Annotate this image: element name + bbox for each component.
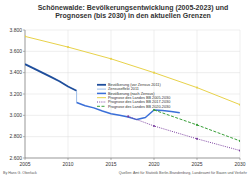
x-grid-line <box>25 30 26 158</box>
series-point <box>239 104 240 106</box>
y-tick-label: 3.400 <box>9 69 22 75</box>
plot-data <box>25 35 240 151</box>
series-line <box>77 103 180 120</box>
series-point <box>239 149 240 151</box>
x-tick-label: 2030 <box>234 161 245 167</box>
series-point <box>153 72 155 74</box>
series-point <box>153 125 155 127</box>
y-tick-label: 2.800 <box>9 133 22 139</box>
series-line <box>25 36 240 104</box>
y-axis <box>25 30 26 158</box>
y-grid-line <box>25 72 240 73</box>
y-tick-label: 3.200 <box>9 91 22 97</box>
x-tick-label: 2015 <box>105 161 116 167</box>
y-grid-line <box>25 51 240 52</box>
legend-swatch <box>97 102 106 103</box>
series-point <box>196 124 198 126</box>
chart-title: Schönewalde: Bevölkerungsentwicklung (20… <box>22 4 244 20</box>
series-line <box>128 116 240 150</box>
series-point <box>239 140 240 142</box>
y-tick-label: 3.600 <box>9 48 22 54</box>
series-point <box>196 87 198 89</box>
x-tick-label: 2005 <box>19 161 30 167</box>
series-line <box>154 110 240 141</box>
y-grid-line <box>25 136 240 137</box>
legend-swatch <box>97 89 106 90</box>
series-point <box>67 46 69 48</box>
legend-swatch <box>97 93 106 95</box>
source-note: Quellen: Amt für Statistik Berlin-Brande… <box>119 171 248 175</box>
y-grid-line <box>25 115 240 116</box>
x-grid-line <box>68 30 69 158</box>
x-tick-label: 2025 <box>191 161 202 167</box>
author-note: By Hans G. Oberlack <box>3 171 37 175</box>
legend-swatch <box>97 97 106 98</box>
y-tick-label: 3.000 <box>9 112 22 118</box>
legend-label: Prognose des Landes BB 2020-2030 <box>108 105 170 109</box>
y-tick-label: 3.800 <box>9 27 22 33</box>
series-point <box>25 35 26 37</box>
x-axis <box>25 158 240 159</box>
y-tick-label: 2.600 <box>9 155 22 161</box>
series-point <box>110 58 112 60</box>
legend: Bevölkerung (vor Zensus 2011)Zensuseffek… <box>97 83 170 109</box>
chart-svg: 2.600 2.800 3.000 3.200 3.400 3.600 3.800 2005 2… <box>0 0 250 177</box>
x-grid-line <box>240 30 241 158</box>
y-grid-line <box>25 30 240 31</box>
series-point <box>153 109 155 111</box>
x-tick-label: 2020 <box>148 161 159 167</box>
x-grid-line <box>197 30 198 158</box>
series-line <box>25 64 77 91</box>
series-point <box>196 138 198 140</box>
x-tick-label: 2010 <box>62 161 73 167</box>
legend-swatch <box>97 106 106 107</box>
legend-swatch <box>97 84 106 86</box>
series-line <box>76 91 77 103</box>
y-grid-line <box>25 158 240 159</box>
series-point <box>127 115 129 117</box>
